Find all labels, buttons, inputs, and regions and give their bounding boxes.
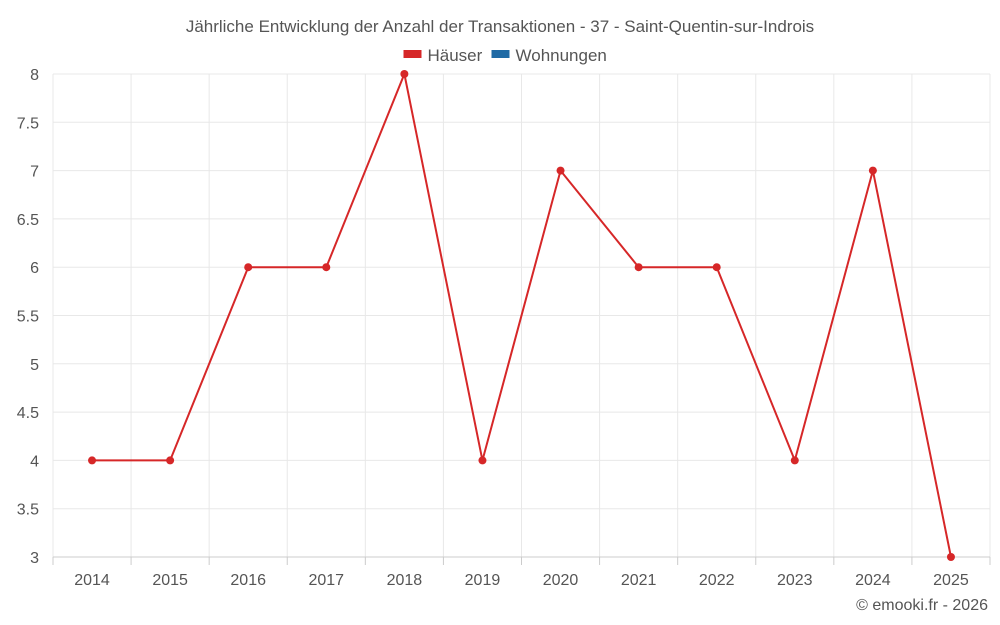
y-tick-label: 4 [30,453,39,470]
x-tick-label: 2018 [387,572,423,589]
x-tick-label: 2015 [152,572,188,589]
y-tick-label: 5.5 [17,309,39,326]
y-tick-label: 8 [30,67,39,84]
x-tick-label: 2014 [74,572,110,589]
x-tick-label: 2019 [465,572,501,589]
data-point[interactable] [322,263,331,272]
x-tick-label: 2021 [621,572,657,589]
data-point[interactable] [166,456,175,465]
y-tick-label: 4.5 [17,405,39,422]
y-tick-label: 3 [30,550,39,567]
x-tick-label: 2017 [308,572,344,589]
data-point[interactable] [88,456,97,465]
y-tick-label: 6.5 [17,212,39,229]
data-point[interactable] [790,456,799,465]
credit-text: © emooki.fr - 2026 [856,597,988,614]
axes [52,556,991,565]
y-tick-label: 7 [30,164,39,181]
x-tick-label: 2016 [230,572,266,589]
data-point[interactable] [478,456,487,465]
data-point[interactable] [556,166,565,175]
x-tick-label: 2023 [777,572,813,589]
y-tick-label: 7.5 [17,115,39,132]
y-axis-ticks: 3 3.5 4 4.5 5 5.5 6 6.5 7 7.5 8 [17,67,39,567]
x-tick-label: 2022 [699,572,735,589]
data-point[interactable] [244,263,253,272]
legend-item-label[interactable]: Häuser [428,46,483,65]
legend-swatch [491,50,510,58]
y-tick-label: 3.5 [17,502,39,519]
legend-swatch [403,50,422,58]
data-point[interactable] [712,263,721,272]
x-tick-label: 2024 [855,572,891,589]
y-tick-label: 6 [30,260,39,277]
data-point[interactable] [400,70,409,78]
y-tick-label: 5 [30,357,39,374]
chart-title: Jährliche Entwicklung der Anzahl der Tra… [186,17,814,36]
legend-item-label[interactable]: Wohnungen [516,46,607,65]
x-axis-ticks: 2014 2015 2016 2017 2018 2019 2020 2021 2022 2023… [74,572,969,589]
x-tick-label: 2025 [933,572,969,589]
data-point[interactable] [634,263,643,272]
data-point[interactable] [868,166,877,175]
series-line-häuser [92,70,952,558]
series-area [88,70,955,561]
data-point[interactable] [946,553,955,561]
x-tick-label: 2020 [543,572,579,589]
legend: Häuser Wohnungen [403,46,607,65]
